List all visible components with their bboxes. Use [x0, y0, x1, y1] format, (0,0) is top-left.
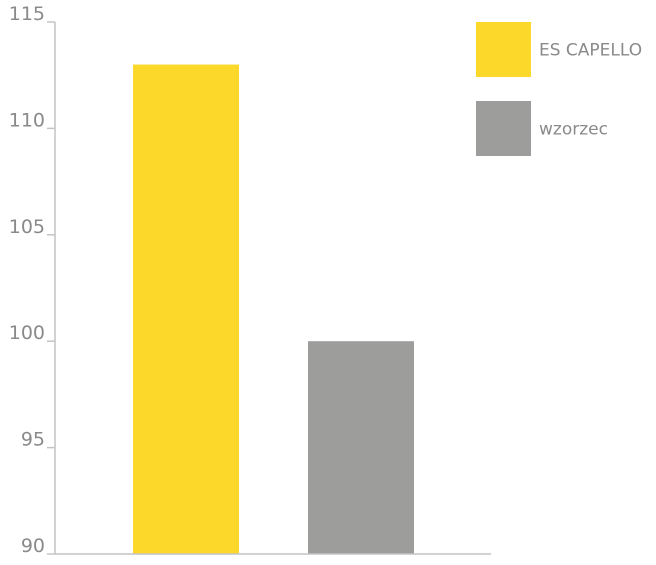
- legend-label-wzorzec: wzorzec: [539, 120, 608, 140]
- bar-es-capello: [133, 64, 239, 554]
- y-tick-label-115: 115: [9, 3, 45, 25]
- legend-swatch-es-capello: [476, 22, 531, 77]
- bars: [133, 64, 414, 554]
- legend-label-es-capello: ES CAPELLO: [539, 41, 642, 61]
- legend-swatch-wzorzec: [476, 101, 531, 156]
- y-tick-label-95: 95: [21, 429, 45, 451]
- legend: ES CAPELLO wzorzec: [476, 22, 642, 156]
- y-tick-label-110: 110: [9, 109, 45, 131]
- y-tick-label-100: 100: [9, 322, 45, 344]
- bar-wzorzec: [308, 341, 414, 554]
- y-tick-label-90: 90: [21, 535, 45, 557]
- y-tick-label-105: 105: [9, 216, 45, 238]
- y-axis-ticks: 90 95 100 105 110 115: [9, 3, 55, 557]
